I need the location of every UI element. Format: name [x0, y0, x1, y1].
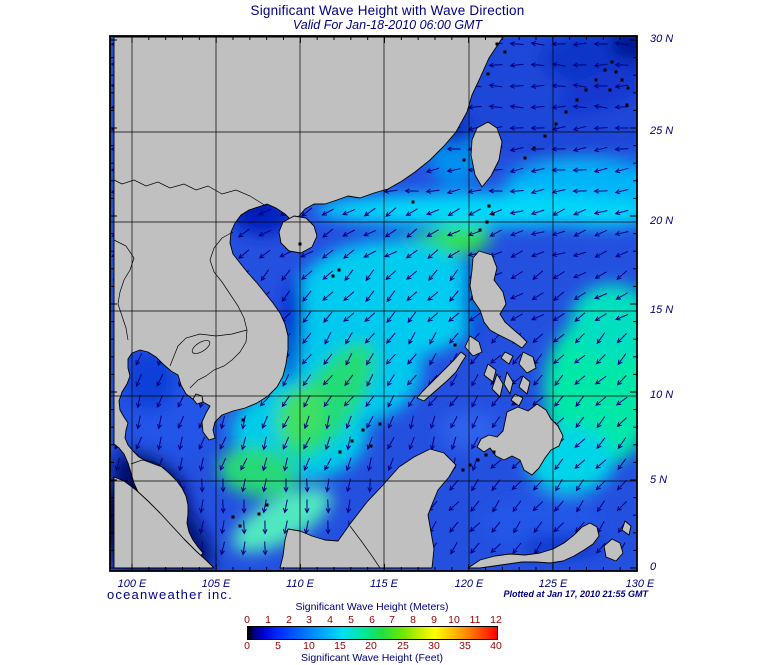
lon-label-125e: 125 E	[538, 578, 568, 590]
valid-time-subtitle: Valid For Jan-18-2010 06:00 GMT	[292, 18, 483, 32]
wave-height-colorbar	[247, 626, 498, 640]
meters-tick: 1	[265, 614, 271, 626]
lon-label-105e: 105 E	[201, 578, 231, 590]
feet-tick: 15	[334, 640, 346, 652]
lat-label-0: 0	[650, 561, 657, 573]
feet-tick: 20	[365, 640, 377, 652]
feet-tick: 25	[397, 640, 409, 652]
lon-label-100e: 100 E	[117, 578, 147, 590]
meters-tick: 5	[348, 614, 354, 626]
feet-tick: 40	[490, 640, 502, 652]
page-title: Significant Wave Height with Wave Direct…	[250, 3, 525, 18]
lat-label-25n: 25 N	[650, 125, 674, 137]
meters-tick: 12	[490, 614, 502, 626]
feet-tick: 30	[428, 640, 440, 652]
lat-label-10n: 10 N	[650, 389, 674, 401]
meters-tick: 11	[469, 614, 481, 626]
lat-label-5n: 5 N	[650, 474, 668, 486]
meters-tick: 10	[448, 614, 460, 626]
feet-tick: 0	[244, 640, 250, 652]
meters-tick: 2	[286, 614, 292, 626]
legend-meters-title: Significant Wave Height (Meters)	[295, 601, 449, 613]
legend-feet-title: Significant Wave Height (Feet)	[300, 652, 443, 664]
lon-label-120e: 120 E	[454, 578, 484, 590]
lon-label-110e: 110 E	[286, 578, 314, 590]
meters-tick: 8	[410, 614, 416, 626]
meters-tick: 3	[306, 614, 312, 626]
meters-tick: 4	[327, 614, 333, 626]
meters-tick: 6	[369, 614, 375, 626]
feet-tick: 10	[303, 640, 315, 652]
lat-label-30n: 30 N	[650, 33, 674, 45]
oceanweather-logo-text: oceanweather inc.	[107, 587, 233, 602]
meters-tick: 0	[244, 614, 250, 626]
plotted-timestamp: Plotted at Jan 17, 2010 21:55 GMT	[503, 589, 648, 599]
meters-tick: 9	[431, 614, 437, 626]
lat-label-15n: 15 N	[650, 304, 674, 316]
feet-tick: 35	[459, 640, 471, 652]
lon-label-130e: 130 E	[625, 578, 655, 590]
feet-tick: 5	[275, 640, 281, 652]
lon-label-115e: 115 E	[370, 578, 398, 590]
lat-label-20n: 20 N	[650, 215, 674, 227]
meters-tick: 7	[389, 614, 395, 626]
